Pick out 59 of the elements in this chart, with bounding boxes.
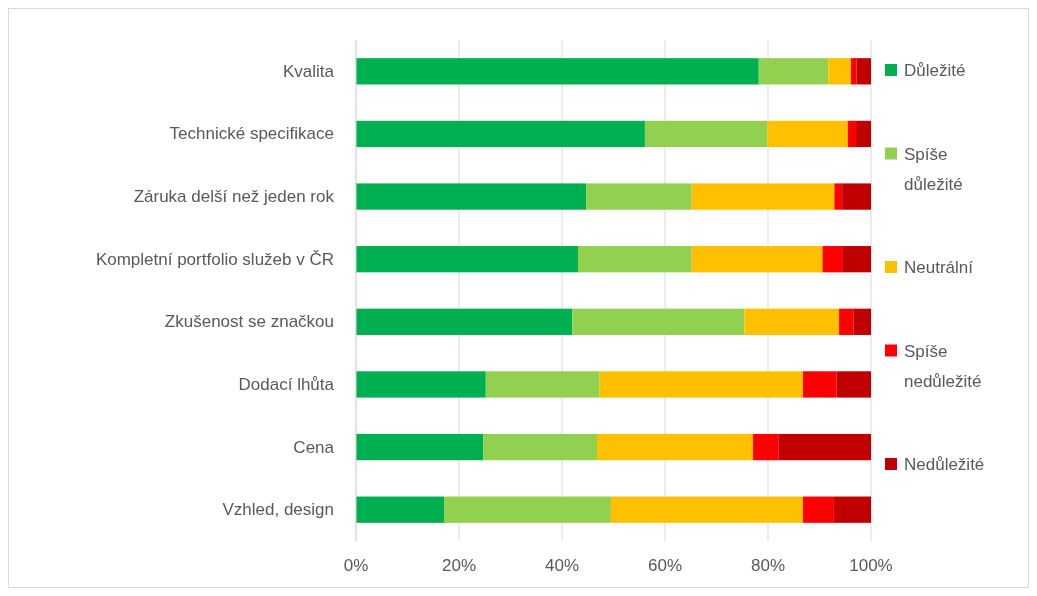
- bar: [744, 308, 840, 335]
- bar: [444, 496, 611, 523]
- y-tick-label: Dodací lhůta: [238, 374, 335, 394]
- bar: [856, 120, 871, 148]
- y-tick-label: Cena: [293, 437, 335, 457]
- x-tick-label: 80%: [750, 556, 786, 575]
- x-tick-label: 100%: [849, 556, 893, 575]
- bar: [834, 183, 843, 210]
- bar: [803, 371, 837, 398]
- legend-label: Nedůležité: [904, 454, 985, 474]
- y-tick-label: Vzhled, design: [222, 500, 334, 520]
- bar: [572, 308, 745, 335]
- bar: [485, 371, 600, 398]
- y-tick-label: Kvalita: [282, 61, 335, 81]
- legend-label: Důležité: [904, 60, 966, 80]
- bar: [356, 496, 445, 523]
- bar: [356, 120, 645, 148]
- bar: [356, 183, 587, 210]
- bar: [803, 496, 834, 523]
- bar: [853, 308, 871, 335]
- y-tick-label: Zkušenost se značkou: [164, 312, 334, 332]
- bar: [836, 371, 871, 398]
- legend-label: Neutrální: [904, 257, 974, 277]
- bar: [828, 58, 851, 85]
- bar: [767, 120, 848, 148]
- bar: [839, 308, 854, 335]
- y-tick-label: Technické specifikace: [169, 124, 334, 144]
- bar: [356, 246, 578, 273]
- bar: [586, 183, 692, 210]
- bar: [356, 433, 484, 461]
- y-tick-label: Kompletní portfolio služeb v ČR: [95, 249, 334, 269]
- bar: [850, 58, 857, 85]
- bar: [833, 496, 871, 523]
- bar: [483, 433, 598, 461]
- bar: [599, 371, 804, 398]
- bar: [610, 496, 804, 523]
- x-tick-label: 20%: [441, 556, 477, 575]
- x-tick-label: 0%: [343, 556, 369, 575]
- bar: [842, 183, 871, 210]
- bar: [753, 433, 779, 461]
- bar: [356, 58, 759, 85]
- bar: [691, 246, 823, 273]
- x-tick-label: 60%: [647, 556, 683, 575]
- legend-label: Spíše důležité: [904, 144, 963, 193]
- bar: [597, 433, 754, 461]
- legend-label: Spíše nedůležité: [904, 341, 982, 390]
- x-tick-label: 40%: [544, 556, 580, 575]
- bar: [644, 120, 768, 148]
- bar: [356, 308, 573, 335]
- bar: [356, 371, 486, 398]
- y-tick-label: Záruka delší než jeden rok: [133, 187, 335, 207]
- bar: [778, 433, 871, 461]
- bar: [842, 246, 871, 273]
- bar: [758, 58, 829, 85]
- bar: [856, 58, 871, 85]
- bar: [691, 183, 835, 210]
- bar: [822, 246, 843, 273]
- bar: [577, 246, 692, 273]
- bar: [847, 120, 857, 148]
